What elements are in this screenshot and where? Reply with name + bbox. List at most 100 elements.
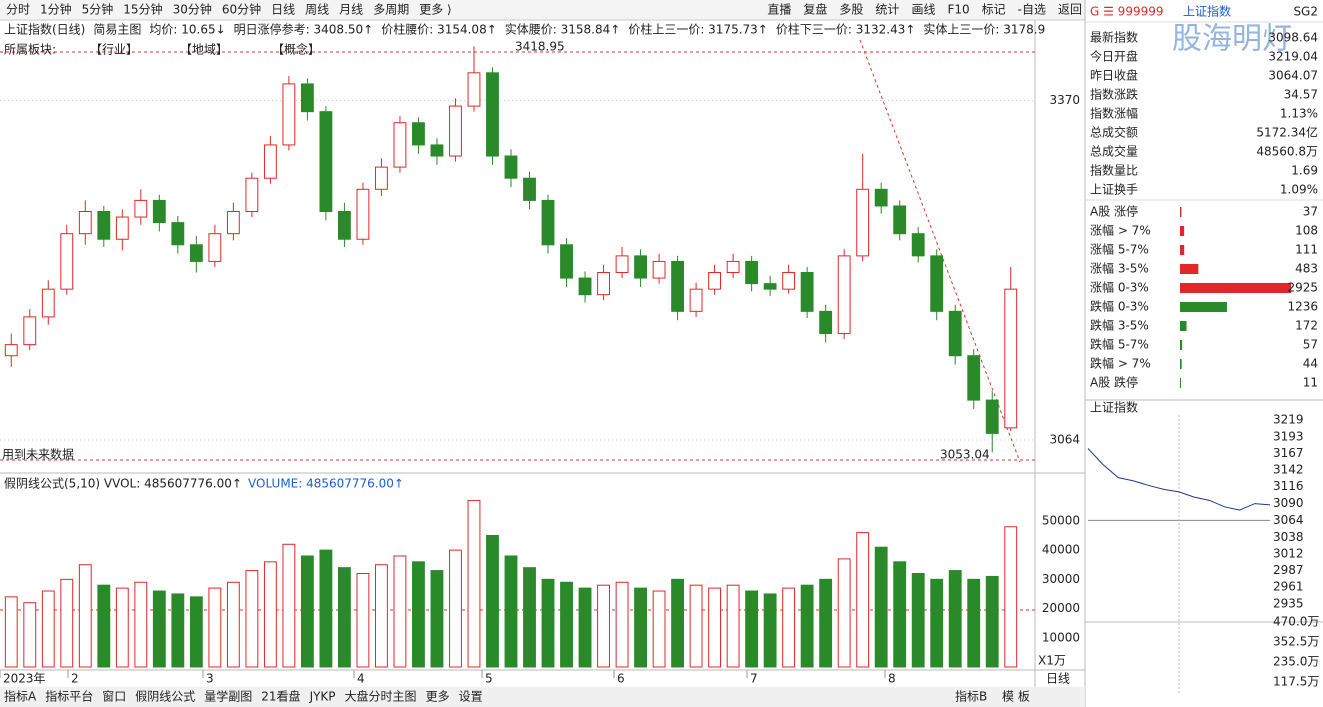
candle-body xyxy=(893,205,907,235)
stat-label: 总成交额 xyxy=(1090,125,1138,140)
toolbar-button[interactable]: 周线 xyxy=(305,3,329,17)
stat-value: 1.09% xyxy=(1280,183,1318,197)
breadth-label: 跌幅 0-3% xyxy=(1090,299,1149,314)
tab[interactable]: 模 板 xyxy=(1002,690,1030,704)
x-tick-label: 2 xyxy=(71,672,79,686)
toolbar-button[interactable]: 日线 xyxy=(271,3,295,17)
candle-body xyxy=(523,177,536,201)
toolbar-button[interactable]: 统计 xyxy=(875,3,899,17)
tab[interactable]: 指标B xyxy=(955,689,987,704)
breadth-bar xyxy=(1180,264,1199,274)
breadth-value: 57 xyxy=(1303,338,1318,352)
breadth-value: 108 xyxy=(1295,224,1318,238)
breadth-bar xyxy=(1180,378,1181,388)
tab[interactable]: 21看盘 xyxy=(261,689,300,704)
toolbar-button[interactable]: 标记 xyxy=(982,3,1006,17)
toolbar-button[interactable]: 画线 xyxy=(911,3,935,17)
candle-body xyxy=(375,166,388,190)
breadth-label: 跌幅 > 7% xyxy=(1090,356,1151,371)
volume-bar xyxy=(263,561,277,668)
tab[interactable]: JYKP xyxy=(309,690,336,704)
toolbar-button[interactable]: -自选 xyxy=(1018,3,1046,17)
candle-body xyxy=(745,260,759,285)
breadth-label: 跌幅 5-7% xyxy=(1090,337,1149,352)
volume-bar xyxy=(893,561,907,668)
sector-item: 【概念】 xyxy=(272,42,320,57)
toolbar-button[interactable]: 多股 xyxy=(839,3,863,17)
candle-body xyxy=(652,260,666,279)
candle-body xyxy=(930,255,944,312)
candle-body xyxy=(282,83,296,146)
toolbar-button[interactable]: 月线 xyxy=(339,3,363,17)
candle-body xyxy=(263,144,277,179)
volume-bar xyxy=(597,584,610,668)
volume-bar xyxy=(97,584,111,668)
candle-body xyxy=(800,272,814,312)
toolbar-button[interactable]: 复盘 xyxy=(803,2,827,17)
stat-value: 1.69 xyxy=(1291,164,1318,178)
volume-bar xyxy=(189,596,203,668)
y-tick-label: 40000 xyxy=(1042,543,1080,557)
mini-tick: 3064 xyxy=(1273,513,1304,527)
toolbar-button[interactable]: 5分钟 xyxy=(82,2,114,17)
tab[interactable]: 窗口 xyxy=(102,690,126,704)
volume-bar xyxy=(430,570,444,668)
toolbar-button[interactable]: 直播 xyxy=(767,3,791,17)
breadth-value: 44 xyxy=(1303,357,1318,371)
toolbar-button[interactable]: 返回 xyxy=(1058,3,1082,17)
tab[interactable]: 量学副图 xyxy=(204,689,252,704)
candle-body xyxy=(985,399,999,434)
stat-value: 48560.8万 xyxy=(1256,145,1318,159)
mini-line xyxy=(1087,448,1271,511)
stat-label: 上证换手 xyxy=(1090,183,1138,197)
candle-body xyxy=(78,210,92,235)
toolbar-button[interactable]: 更多 ⟩ xyxy=(419,3,452,17)
volume-bar xyxy=(152,590,166,668)
candle-body xyxy=(208,233,222,262)
volume-bar xyxy=(171,593,185,668)
tab[interactable]: 更多 xyxy=(426,690,450,704)
tab[interactable]: 大盘分时主图 xyxy=(345,689,417,704)
volume-bar xyxy=(282,543,296,668)
quote-name: 上证指数 xyxy=(1183,4,1231,19)
stat-value: 5172.34亿 xyxy=(1256,125,1318,140)
volume-bar xyxy=(948,570,962,668)
mini-tick: 3090 xyxy=(1273,496,1304,510)
breadth-bar xyxy=(1180,321,1187,331)
volume-bar xyxy=(523,567,536,668)
mini-vtick: 235.0万 xyxy=(1273,655,1319,669)
volume-bar xyxy=(245,570,259,668)
breadth-label: 涨幅 5-7% xyxy=(1090,242,1149,257)
candle-body xyxy=(23,316,37,346)
candle-body xyxy=(967,355,981,401)
volume-bar xyxy=(412,561,425,668)
volume-bar xyxy=(449,549,462,668)
breadth-value: 483 xyxy=(1295,262,1318,276)
candle-body xyxy=(430,144,444,157)
volume-bar xyxy=(726,584,740,668)
stat-label: 昨日收盘 xyxy=(1090,68,1138,83)
tab[interactable]: 指标A xyxy=(4,689,37,704)
mini-tick: 3038 xyxy=(1273,530,1304,544)
tab[interactable]: 日线 xyxy=(1046,672,1070,686)
y-tick-label: 10000 xyxy=(1042,630,1080,644)
toolbar-button[interactable]: 分时 xyxy=(6,3,30,17)
candle-body xyxy=(152,199,166,224)
toolbar-button[interactable]: 1分钟 xyxy=(40,2,72,17)
stat-value: 3219.04 xyxy=(1268,50,1318,64)
mini-title: 上证指数 xyxy=(1090,400,1138,415)
toolbar-button[interactable]: 多周期 xyxy=(373,3,409,17)
breadth-bar xyxy=(1180,283,1292,293)
stat-value: 3064.07 xyxy=(1268,69,1318,83)
quote-code: G ☰ 999999 xyxy=(1090,5,1164,19)
volume-bar xyxy=(911,573,925,668)
tab[interactable]: 指标平台 xyxy=(45,689,93,704)
candle-body xyxy=(763,283,777,290)
tab[interactable]: 设置 xyxy=(459,690,483,704)
tab[interactable]: 假阴线公式 xyxy=(135,690,195,704)
breadth-label: 跌幅 3-5% xyxy=(1090,318,1149,333)
toolbar-button[interactable]: 60分钟 xyxy=(222,2,261,17)
toolbar-button[interactable]: 30分钟 xyxy=(173,2,212,17)
toolbar-button[interactable]: 15分钟 xyxy=(123,2,162,17)
toolbar-button[interactable]: F10 xyxy=(947,3,969,17)
